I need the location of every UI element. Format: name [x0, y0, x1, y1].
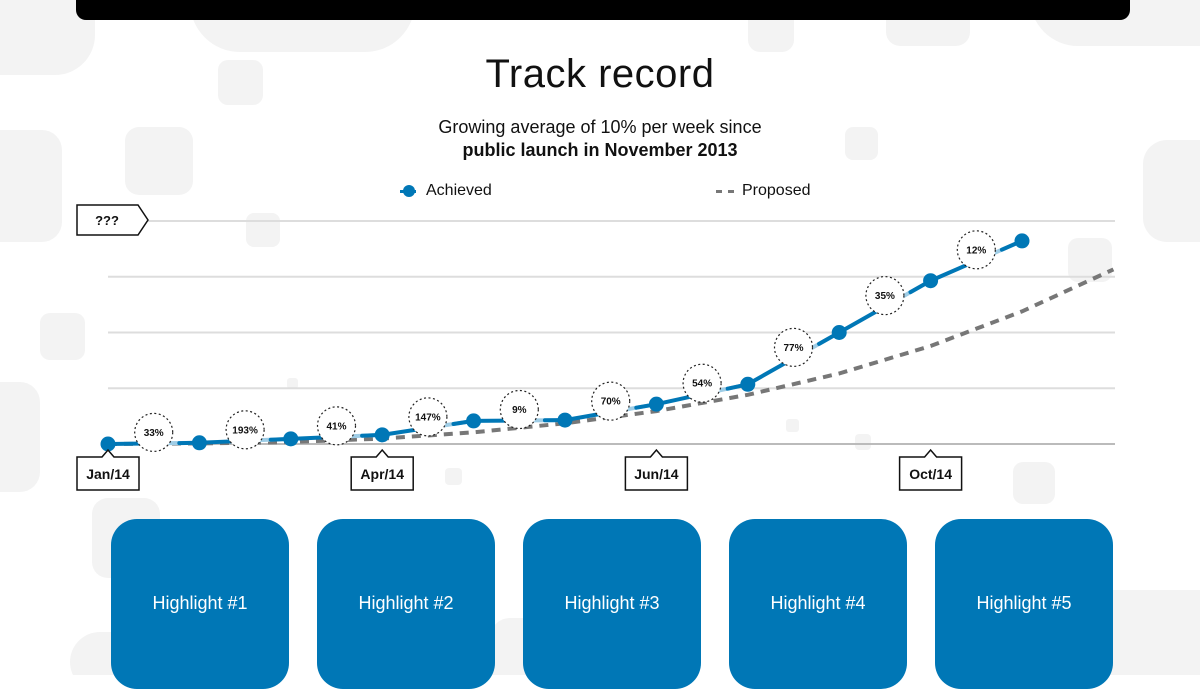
- data-point-achieved: [283, 431, 298, 446]
- data-point-achieved: [923, 273, 938, 288]
- growth-label: 35%: [875, 291, 895, 302]
- growth-bubble: 147%: [409, 398, 447, 436]
- data-point-achieved: [558, 413, 573, 428]
- top-bar: [76, 0, 1130, 20]
- data-point-achieved: [375, 427, 390, 442]
- highlight-card-3[interactable]: Highlight #3: [523, 519, 701, 689]
- x-label-text: Oct/14: [909, 466, 952, 482]
- highlight-card-5[interactable]: Highlight #5: [935, 519, 1113, 689]
- growth-label: 33%: [144, 428, 164, 439]
- legend-item-proposed: Proposed: [716, 182, 811, 200]
- growth-label: 54%: [692, 379, 712, 390]
- growth-label: 193%: [232, 425, 258, 436]
- data-point-achieved: [740, 377, 755, 392]
- y-callout-label: ???: [95, 213, 119, 228]
- highlight-label: Highlight #3: [564, 593, 659, 614]
- legend-label-achieved: Achieved: [426, 182, 492, 200]
- growth-bubble: 54%: [683, 364, 721, 402]
- growth-bubble: 12%: [957, 231, 995, 269]
- data-point-achieved: [832, 325, 847, 340]
- highlight-label: Highlight #2: [358, 593, 453, 614]
- growth-label: 41%: [326, 421, 346, 432]
- data-point-achieved: [466, 413, 481, 428]
- highlight-label: Highlight #5: [976, 593, 1071, 614]
- page-title: Track record: [0, 52, 1200, 97]
- data-point-achieved: [1015, 233, 1030, 248]
- growth-bubble: 41%: [318, 407, 356, 445]
- highlight-label: Highlight #4: [770, 593, 865, 614]
- highlight-label: Highlight #1: [152, 593, 247, 614]
- growth-label: 147%: [415, 412, 441, 423]
- highlight-card-1[interactable]: Highlight #1: [111, 519, 289, 689]
- x-label-text: Jan/14: [86, 466, 130, 482]
- legend-marker-achieved: [400, 190, 416, 193]
- x-axis-label: Jun/14: [625, 450, 687, 490]
- track-record-chart: ??? 33% 193% 41% 147% 9% 70% 54% 77% 35% 12% Jan/14…: [0, 200, 1200, 500]
- legend-item-achieved: Achieved: [400, 182, 492, 200]
- growth-label: 77%: [783, 343, 803, 354]
- y-axis-callout: ???: [77, 205, 148, 235]
- subtitle: Growing average of 10% per week since pu…: [0, 116, 1200, 162]
- growth-bubble: 33%: [135, 413, 173, 451]
- growth-bubble: 35%: [866, 277, 904, 315]
- growth-label: 12%: [966, 245, 986, 256]
- subtitle-line-1: Growing average of 10% per week since: [0, 116, 1200, 139]
- x-label-text: Jun/14: [634, 466, 679, 482]
- growth-bubble: 77%: [775, 328, 813, 366]
- x-axis-label: Apr/14: [351, 450, 413, 490]
- highlight-card-2[interactable]: Highlight #2: [317, 519, 495, 689]
- growth-bubble: 193%: [226, 411, 264, 449]
- growth-bubble: 70%: [592, 382, 630, 420]
- growth-bubble: 9%: [500, 391, 538, 429]
- x-axis-label: Jan/14: [77, 450, 139, 490]
- x-label-text: Apr/14: [360, 466, 404, 482]
- legend-label-proposed: Proposed: [742, 182, 811, 200]
- legend-marker-proposed: [716, 190, 734, 193]
- data-point-achieved: [649, 397, 664, 412]
- data-point-achieved: [192, 435, 207, 450]
- subtitle-line-2: public launch in November 2013: [0, 139, 1200, 162]
- x-axis-label: Oct/14: [900, 450, 962, 490]
- highlight-card-4[interactable]: Highlight #4: [729, 519, 907, 689]
- growth-label: 9%: [512, 405, 527, 416]
- growth-label: 70%: [601, 397, 621, 408]
- highlights-row: Highlight #1 Highlight #2 Highlight #3 H…: [0, 519, 1200, 675]
